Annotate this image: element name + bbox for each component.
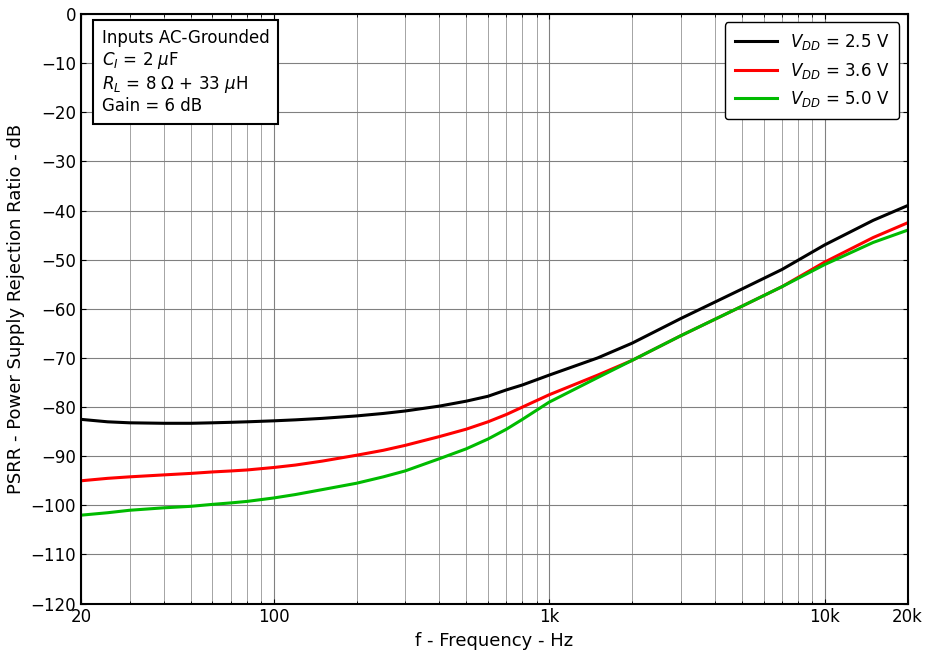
$V_{DD}$ = 2.5 V: [124, 419, 135, 427]
$V_{DD}$ = 3.6 V: [737, 302, 748, 310]
$V_{DD}$ = 5.0 V: [675, 332, 686, 340]
$V_{DD}$ = 3.6 V: [268, 464, 279, 472]
$V_{DD}$ = 3.6 V: [75, 477, 86, 485]
$V_{DD}$ = 3.6 V: [517, 403, 528, 411]
$V_{DD}$ = 2.5 V: [543, 371, 554, 379]
$V_{DD}$ = 5.0 V: [460, 445, 472, 453]
$V_{DD}$ = 2.5 V: [378, 409, 389, 417]
$V_{DD}$ = 3.6 V: [225, 467, 236, 475]
$V_{DD}$ = 3.6 V: [501, 411, 512, 419]
$V_{DD}$ = 5.0 V: [819, 261, 830, 269]
$V_{DD}$ = 3.6 V: [777, 283, 788, 290]
$V_{DD}$ = 2.5 V: [819, 241, 830, 249]
Line: $V_{DD}$ = 3.6 V: $V_{DD}$ = 3.6 V: [81, 223, 908, 481]
$V_{DD}$ = 3.6 V: [460, 425, 472, 433]
$V_{DD}$ = 2.5 V: [290, 416, 301, 424]
X-axis label: f - Frequency - Hz: f - Frequency - Hz: [415, 632, 574, 650]
Y-axis label: PSRR - Power Supply Rejection Ratio - dB: PSRR - Power Supply Rejection Ratio - dB: [7, 124, 25, 494]
Text: Inputs AC-Grounded
$C_I$ = 2 $\mu$F
$R_L$ = 8 $\Omega$ + 33 $\mu$H
Gain = 6 dB: Inputs AC-Grounded $C_I$ = 2 $\mu$F $R_L…: [101, 29, 270, 116]
$V_{DD}$ = 2.5 V: [737, 285, 748, 293]
$V_{DD}$ = 3.6 V: [483, 418, 494, 426]
$V_{DD}$ = 5.0 V: [124, 507, 135, 514]
$V_{DD}$ = 5.0 V: [290, 491, 301, 499]
$V_{DD}$ = 3.6 V: [868, 234, 879, 242]
$V_{DD}$ = 3.6 V: [290, 461, 301, 469]
$V_{DD}$ = 2.5 V: [868, 216, 879, 224]
$V_{DD}$ = 3.6 V: [378, 446, 389, 454]
$V_{DD}$ = 5.0 V: [241, 497, 252, 505]
$V_{DD}$ = 5.0 V: [400, 467, 411, 475]
$V_{DD}$ = 5.0 V: [868, 238, 879, 246]
$V_{DD}$ = 2.5 V: [351, 412, 362, 420]
$V_{DD}$ = 5.0 V: [737, 302, 748, 310]
$V_{DD}$ = 3.6 V: [819, 258, 830, 266]
$V_{DD}$ = 5.0 V: [378, 473, 389, 481]
$V_{DD}$ = 2.5 V: [316, 415, 327, 422]
$V_{DD}$ = 5.0 V: [185, 503, 196, 510]
Legend: $V_{DD}$ = 2.5 V, $V_{DD}$ = 3.6 V, $V_{DD}$ = 5.0 V: $V_{DD}$ = 2.5 V, $V_{DD}$ = 3.6 V, $V_{…: [725, 22, 899, 119]
$V_{DD}$ = 3.6 V: [400, 442, 411, 449]
$V_{DD}$ = 2.5 V: [501, 386, 512, 394]
$V_{DD}$ = 2.5 V: [75, 415, 86, 423]
$V_{DD}$ = 2.5 V: [460, 397, 472, 405]
$V_{DD}$ = 3.6 V: [592, 371, 604, 379]
$V_{DD}$ = 5.0 V: [434, 455, 445, 463]
Line: $V_{DD}$ = 5.0 V: $V_{DD}$ = 5.0 V: [81, 230, 908, 515]
Line: $V_{DD}$ = 2.5 V: $V_{DD}$ = 2.5 V: [81, 206, 908, 423]
$V_{DD}$ = 5.0 V: [225, 499, 236, 507]
$V_{DD}$ = 3.6 V: [627, 357, 638, 365]
$V_{DD}$ = 5.0 V: [351, 480, 362, 487]
$V_{DD}$ = 2.5 V: [483, 392, 494, 400]
$V_{DD}$ = 5.0 V: [102, 509, 113, 516]
$V_{DD}$ = 2.5 V: [902, 202, 913, 210]
$V_{DD}$ = 2.5 V: [592, 354, 604, 362]
$V_{DD}$ = 2.5 V: [185, 419, 196, 427]
$V_{DD}$ = 2.5 V: [206, 419, 218, 427]
$V_{DD}$ = 3.6 V: [316, 457, 327, 465]
$V_{DD}$ = 2.5 V: [102, 418, 113, 426]
$V_{DD}$ = 3.6 V: [158, 471, 169, 479]
$V_{DD}$ = 5.0 V: [902, 226, 913, 234]
$V_{DD}$ = 3.6 V: [185, 470, 196, 478]
$V_{DD}$ = 3.6 V: [241, 466, 252, 474]
$V_{DD}$ = 2.5 V: [675, 315, 686, 323]
$V_{DD}$ = 3.6 V: [902, 219, 913, 227]
$V_{DD}$ = 3.6 V: [206, 468, 218, 476]
$V_{DD}$ = 3.6 V: [351, 451, 362, 459]
$V_{DD}$ = 2.5 V: [241, 418, 252, 426]
$V_{DD}$ = 5.0 V: [517, 415, 528, 423]
$V_{DD}$ = 2.5 V: [434, 402, 445, 410]
$V_{DD}$ = 2.5 V: [777, 265, 788, 273]
$V_{DD}$ = 2.5 V: [627, 339, 638, 347]
$V_{DD}$ = 2.5 V: [400, 407, 411, 415]
$V_{DD}$ = 3.6 V: [675, 332, 686, 340]
$V_{DD}$ = 2.5 V: [517, 381, 528, 389]
$V_{DD}$ = 3.6 V: [124, 473, 135, 481]
$V_{DD}$ = 5.0 V: [627, 357, 638, 365]
$V_{DD}$ = 5.0 V: [268, 494, 279, 502]
$V_{DD}$ = 5.0 V: [777, 283, 788, 290]
$V_{DD}$ = 5.0 V: [543, 398, 554, 406]
$V_{DD}$ = 3.6 V: [434, 432, 445, 440]
$V_{DD}$ = 5.0 V: [158, 504, 169, 512]
$V_{DD}$ = 5.0 V: [483, 435, 494, 443]
$V_{DD}$ = 5.0 V: [501, 425, 512, 433]
$V_{DD}$ = 5.0 V: [206, 501, 218, 509]
$V_{DD}$ = 2.5 V: [158, 419, 169, 427]
$V_{DD}$ = 2.5 V: [225, 419, 236, 426]
$V_{DD}$ = 2.5 V: [268, 417, 279, 425]
$V_{DD}$ = 5.0 V: [592, 374, 604, 382]
$V_{DD}$ = 3.6 V: [543, 391, 554, 399]
$V_{DD}$ = 3.6 V: [102, 474, 113, 482]
$V_{DD}$ = 5.0 V: [75, 511, 86, 519]
$V_{DD}$ = 5.0 V: [316, 486, 327, 493]
